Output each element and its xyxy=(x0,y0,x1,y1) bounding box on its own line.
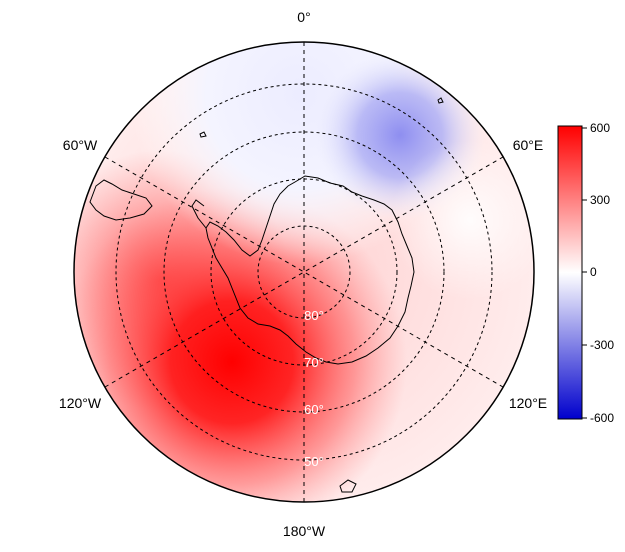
latitude-label-80: 80° xyxy=(304,308,324,323)
longitude-label-60w: 60°W xyxy=(63,137,98,153)
colorbar-tick-label: 300 xyxy=(590,193,610,207)
antarctic-peninsula-coastline xyxy=(191,199,207,229)
latitude-label-70: 70° xyxy=(304,355,324,370)
colorbar-tick-label: -600 xyxy=(590,411,614,425)
longitude-label-60e: 60°E xyxy=(513,137,544,153)
anomaly-field xyxy=(74,42,534,502)
longitude-label-0: 0° xyxy=(297,9,310,25)
island-south xyxy=(339,479,357,493)
colorbar-tick-label: 600 xyxy=(590,121,610,135)
islands xyxy=(199,97,444,493)
colorbar-scale xyxy=(557,125,583,420)
antarctica-coastline xyxy=(205,175,415,365)
south-america-coastline xyxy=(89,179,153,221)
colorbar-tick-label: -300 xyxy=(590,338,614,352)
longitude-label-180w: 180°W xyxy=(283,523,326,539)
longitude-label-120w: 120°W xyxy=(59,395,102,411)
colorbar-ticks xyxy=(582,127,587,419)
colorbar-tick-label: 0 xyxy=(590,265,597,279)
colorbar: 600 300 0 -300 -600 xyxy=(557,121,614,425)
map-boundary xyxy=(73,41,535,503)
latitude-label-50: 50° xyxy=(304,454,324,469)
latitude-label-60: 60° xyxy=(304,402,324,417)
island-northeast xyxy=(437,97,444,104)
latitude-circle-60 xyxy=(163,131,445,413)
island-west xyxy=(199,131,207,138)
longitude-label-120e: 120°E xyxy=(509,395,547,411)
